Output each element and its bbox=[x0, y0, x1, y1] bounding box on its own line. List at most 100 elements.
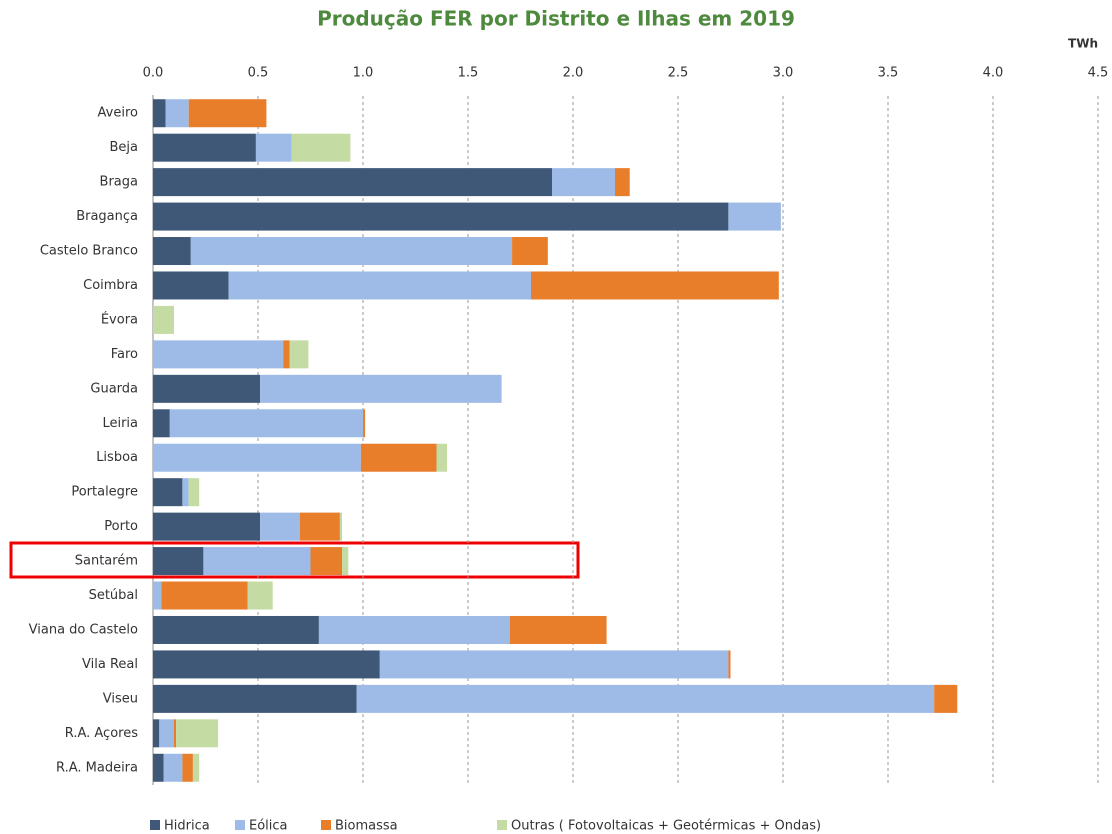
y-tick-label: Viseu bbox=[103, 691, 138, 706]
bar-segment bbox=[159, 719, 174, 748]
bar-segment bbox=[153, 684, 357, 713]
bar-segment bbox=[153, 374, 261, 403]
x-tick-label: 4.0 bbox=[983, 66, 1004, 81]
y-tick-label: Aveiro bbox=[98, 106, 138, 121]
y-tick-label: Beja bbox=[110, 140, 139, 155]
bar-segment bbox=[153, 512, 261, 541]
bar-segment bbox=[153, 168, 552, 197]
bar-segment bbox=[153, 271, 229, 300]
bar-segment bbox=[153, 99, 166, 128]
y-tick-label: Vila Real bbox=[82, 657, 138, 672]
bar-segment bbox=[153, 202, 729, 231]
bar-segment bbox=[552, 168, 615, 197]
bar-segment bbox=[153, 340, 284, 369]
bar-segment bbox=[436, 443, 447, 472]
bar-segment bbox=[339, 512, 342, 541]
legend-label: Eólica bbox=[249, 819, 288, 834]
x-tick-label: 4.5 bbox=[1088, 66, 1109, 81]
bar-segment bbox=[228, 271, 531, 300]
y-tick-label: Bragança bbox=[76, 209, 138, 224]
legend-swatch bbox=[497, 820, 507, 830]
unit-label: TWh bbox=[1068, 37, 1098, 51]
legend-swatch bbox=[235, 820, 245, 830]
bar-segment bbox=[153, 581, 162, 610]
highlight-box bbox=[9, 541, 580, 579]
bar-segment bbox=[260, 512, 300, 541]
bar-segment bbox=[163, 753, 183, 782]
bar-segment bbox=[153, 615, 319, 644]
bar-segment bbox=[176, 719, 219, 748]
bar-segment bbox=[310, 547, 342, 576]
x-tick-label: 1.5 bbox=[458, 66, 479, 81]
y-tick-label: Castelo Branco bbox=[40, 244, 138, 259]
bar-segment bbox=[203, 547, 311, 576]
y-tick-label: Viana do Castelo bbox=[29, 622, 138, 637]
bar-segment bbox=[510, 615, 607, 644]
bar-segment bbox=[182, 753, 193, 782]
y-tick-label: Portalegre bbox=[71, 485, 138, 500]
bar-segment bbox=[153, 305, 174, 334]
bar-segment bbox=[192, 753, 200, 782]
y-tick-label: Évora bbox=[101, 311, 138, 327]
y-tick-label: Porto bbox=[104, 519, 138, 534]
legend-label: Outras ( Fotovoltaicas + Geotérmicas + O… bbox=[511, 819, 821, 834]
bar-segment bbox=[153, 478, 183, 507]
y-tick-label: R.A. Madeira bbox=[56, 760, 138, 775]
y-tick-label: Faro bbox=[111, 347, 138, 362]
bar-segment bbox=[260, 374, 502, 403]
legend-label: Hidrica bbox=[164, 819, 210, 834]
bar-segment bbox=[283, 340, 290, 369]
bar-segment bbox=[342, 547, 349, 576]
bar-segment bbox=[363, 409, 366, 438]
bar-segment bbox=[165, 99, 189, 128]
bar-segment bbox=[161, 581, 248, 610]
bar-segment bbox=[153, 237, 191, 266]
bar-segment bbox=[728, 202, 781, 231]
x-tick-label: 2.5 bbox=[668, 66, 689, 81]
y-tick-label: Setúbal bbox=[89, 588, 138, 603]
bar-segment bbox=[174, 719, 177, 748]
bar-segment bbox=[531, 271, 779, 300]
bar-segment bbox=[153, 409, 170, 438]
bar-segment bbox=[360, 443, 437, 472]
chart-title: Produção FER por Distrito e Ilhas em 201… bbox=[317, 7, 795, 31]
bar-segment bbox=[153, 719, 160, 748]
bar-segment bbox=[300, 512, 340, 541]
bar-segment bbox=[153, 547, 204, 576]
bar-segment bbox=[190, 237, 513, 266]
bar-segment bbox=[153, 443, 361, 472]
bar-segment bbox=[289, 340, 309, 369]
legend-swatch bbox=[150, 820, 160, 830]
y-tick-label: Guarda bbox=[90, 381, 138, 396]
x-tick-label: 2.0 bbox=[563, 66, 584, 81]
bar-segment bbox=[512, 237, 548, 266]
bar-segment bbox=[153, 650, 380, 679]
bar-segment bbox=[728, 650, 731, 679]
legend-label: Biomassa bbox=[335, 819, 398, 834]
bar-segment bbox=[182, 478, 189, 507]
y-tick-label: Braga bbox=[100, 175, 138, 190]
bar-segment bbox=[356, 684, 935, 713]
y-tick-label: Coimbra bbox=[83, 278, 138, 293]
bar-segment bbox=[934, 684, 958, 713]
bar-segment bbox=[615, 168, 630, 197]
x-tick-label: 3.5 bbox=[878, 66, 899, 81]
bar-segment bbox=[188, 478, 200, 507]
x-tick-label: 0.5 bbox=[248, 66, 269, 81]
bar-segment bbox=[291, 133, 351, 162]
bar-segment bbox=[169, 409, 363, 438]
y-tick-label: Lisboa bbox=[96, 450, 138, 465]
bar-segment bbox=[379, 650, 729, 679]
bar-segment bbox=[188, 99, 267, 128]
legend-swatch bbox=[321, 820, 331, 830]
y-tick-label: Santarém bbox=[75, 554, 138, 569]
y-tick-label: Leiria bbox=[102, 416, 138, 431]
x-tick-label: 1.0 bbox=[353, 66, 374, 81]
x-tick-label: 3.0 bbox=[773, 66, 794, 81]
bar-segment bbox=[153, 753, 164, 782]
bar-segment bbox=[255, 133, 292, 162]
bar-segment bbox=[318, 615, 510, 644]
bar-segment bbox=[247, 581, 273, 610]
x-tick-label: 0.0 bbox=[143, 66, 164, 81]
